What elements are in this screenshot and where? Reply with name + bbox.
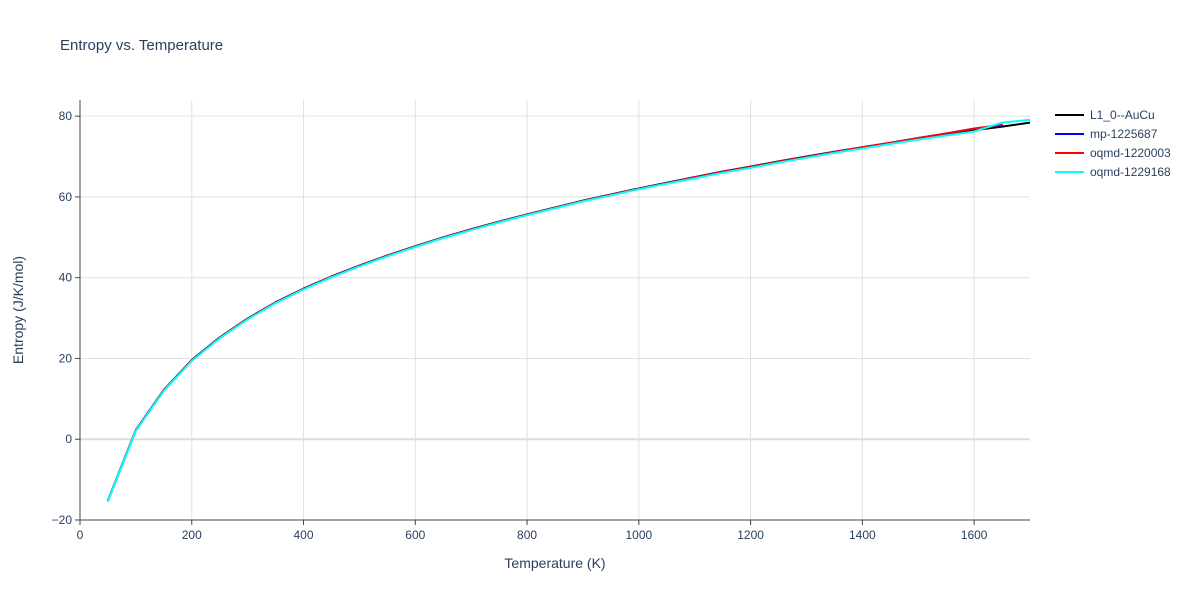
x-tick-label: 1200 xyxy=(737,528,764,542)
y-tick-label: 40 xyxy=(59,271,73,285)
x-tick-label: 1400 xyxy=(849,528,876,542)
legend-label: L1_0--AuCu xyxy=(1090,108,1155,122)
series-line-oqmd-1229168 xyxy=(106,118,1030,503)
x-tick-label: 800 xyxy=(517,528,537,542)
y-tick-label: 60 xyxy=(59,190,73,204)
axes xyxy=(75,100,1030,525)
legend-label: oqmd-1220003 xyxy=(1090,146,1171,160)
x-tick-label: 200 xyxy=(182,528,202,542)
y-tick-label: 80 xyxy=(59,109,73,123)
x-axis-title: Temperature (K) xyxy=(504,555,605,571)
legend-item-oqmd-1229168[interactable]: oqmd-1229168 xyxy=(1055,165,1171,179)
series-lines xyxy=(106,118,1030,503)
x-tick-label: 0 xyxy=(77,528,84,542)
y-tick-label: −20 xyxy=(52,513,73,527)
y-tick-label: 20 xyxy=(59,351,73,365)
y-axis-title: Entropy (J/K/mol) xyxy=(10,256,26,364)
chart-title: Entropy vs. Temperature xyxy=(60,37,223,54)
x-tick-label: 600 xyxy=(405,528,425,542)
legend-label: oqmd-1229168 xyxy=(1090,165,1171,179)
tick-labels: 0 200 400 600 800 1000 1200 1400 1600 −20 0 20 40 60 8… xyxy=(52,109,988,542)
x-tick-label: 1000 xyxy=(625,528,652,542)
legend-item-l1-0-aucu[interactable]: L1_0--AuCu xyxy=(1055,108,1155,122)
grid-lines xyxy=(80,100,1030,521)
legend-item-mp-1225687[interactable]: mp-1225687 xyxy=(1055,127,1158,141)
legend-label: mp-1225687 xyxy=(1090,127,1158,141)
x-tick-label: 1600 xyxy=(961,528,988,542)
x-tick-label: 400 xyxy=(294,528,314,542)
legend[interactable]: L1_0--AuCu mp-1225687 oqmd-1220003 oqmd-122… xyxy=(1055,108,1171,179)
legend-item-oqmd-1220003[interactable]: oqmd-1220003 xyxy=(1055,146,1171,160)
y-tick-label: 0 xyxy=(65,432,72,446)
